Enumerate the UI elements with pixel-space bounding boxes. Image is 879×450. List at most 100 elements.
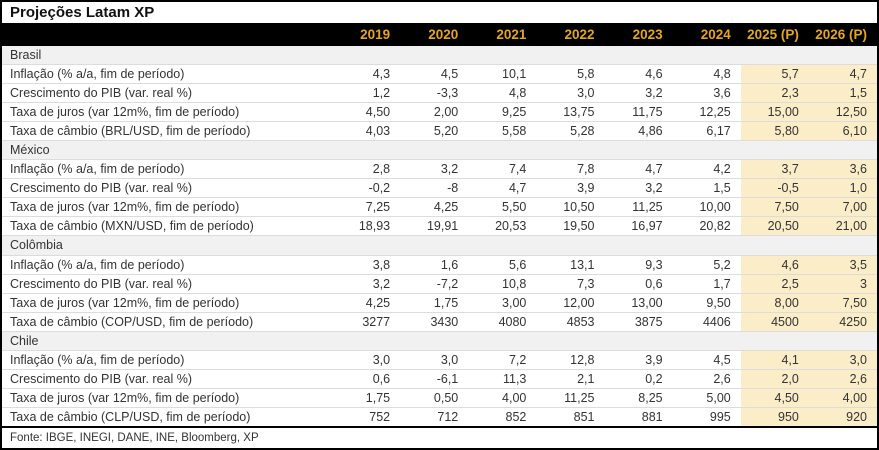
projection-value-cell: 3,5 — [808, 255, 877, 274]
table-row: Taxa de juros (var 12m%, fim de período)… — [2, 198, 877, 218]
country-row-spacer-cell — [468, 141, 536, 159]
country-label: Brasil — [10, 48, 42, 63]
value-cell: 4080 — [498, 314, 527, 329]
value-cell: 3,2 — [372, 276, 391, 291]
projection-value-cell: 2,6 — [808, 369, 877, 388]
row-label: Inflação (% a/a, fim de período) — [10, 352, 185, 367]
country-row-spacer-cell — [468, 236, 536, 254]
value-cell: 10,8 — [502, 276, 527, 291]
value-cell: 1,5 — [713, 181, 731, 196]
projection-value-cell: 3,7 — [740, 160, 809, 179]
country-row-spacer-cell — [809, 332, 877, 350]
country-label: Colômbia — [10, 238, 63, 253]
value-cell: 3,6 — [713, 86, 731, 101]
row-label: Crescimento do PIB (var. real %) — [10, 371, 193, 386]
row-label: Taxa de câmbio (COP/USD, fim de período) — [10, 314, 254, 329]
value-cell: 10,50 — [563, 200, 595, 215]
year-column-header: 2024 — [700, 27, 731, 42]
value-cell: 5,20 — [433, 124, 459, 139]
country-row-spacer-cell — [809, 236, 877, 254]
country-row-spacer-cell — [536, 141, 604, 159]
country-row-spacer-cell — [673, 236, 741, 254]
projection-value-cell: 20,50 — [740, 217, 809, 236]
row-label: Taxa de juros (var 12m%, fim de período) — [10, 105, 240, 120]
projection-value-cell: 950 — [740, 407, 809, 426]
value-cell: 13,75 — [563, 105, 595, 120]
table-row: Inflação (% a/a, fim de período) 2,8 3,2 7,… — [2, 160, 877, 180]
value-cell: 10,1 — [502, 67, 527, 82]
table-row: Crescimento do PIB (var. real %) 1,2 -3,3 4… — [2, 84, 877, 104]
projection-value-cell: 4,7 — [808, 65, 877, 84]
year-column-header: 2021 — [496, 27, 527, 42]
value-cell: 7,2 — [508, 352, 527, 367]
country-row-spacer-cell — [741, 236, 809, 254]
value-cell: 3,0 — [372, 352, 391, 367]
table-row: Inflação (% a/a, fim de período) 3,0 3,0 7,… — [2, 350, 877, 370]
value-cell: 3,00 — [502, 295, 527, 310]
value-cell: 11,25 — [632, 200, 663, 215]
projection-value-cell: 2,0 — [740, 369, 809, 388]
country-label: Chile — [10, 333, 39, 348]
country-row-spacer-cell — [332, 332, 400, 350]
row-label: Crescimento do PIB (var. real %) — [10, 181, 193, 196]
country-row: México — [2, 141, 877, 161]
value-cell: 7,4 — [508, 162, 527, 177]
projection-value-cell: 5,7 — [740, 65, 809, 84]
value-cell: 9,25 — [502, 105, 527, 120]
value-cell: 3,2 — [645, 86, 663, 101]
country-row-spacer-cell — [809, 46, 877, 64]
country-row-spacer-cell — [741, 332, 809, 350]
country-row: Colômbia — [2, 236, 877, 256]
value-cell: 3,8 — [372, 257, 391, 272]
value-cell: 752 — [369, 409, 391, 424]
value-cell: 6,17 — [706, 124, 731, 139]
value-cell: -8 — [447, 181, 459, 196]
row-label: Crescimento do PIB (var. real %) — [10, 86, 193, 101]
value-cell: -7,2 — [436, 276, 459, 291]
row-label: Inflação (% a/a, fim de período) — [10, 257, 185, 272]
value-cell: 18,93 — [358, 219, 391, 234]
source-note: Fonte: IBGE, INEGI, DANE, INE, Bloomberg… — [2, 426, 877, 448]
value-cell: 7,3 — [577, 276, 595, 291]
country-row-spacer-cell — [468, 332, 536, 350]
value-cell: 5,00 — [706, 390, 731, 405]
row-label: Inflação (% a/a, fim de período) — [10, 67, 185, 82]
page-title: Projeções Latam XP — [2, 2, 877, 23]
table-row: Taxa de câmbio (CLP/USD, fim de período)… — [2, 407, 877, 426]
value-cell: 1,7 — [713, 276, 731, 291]
projection-value-cell: 21,00 — [808, 217, 877, 236]
country-row-spacer-cell — [332, 46, 400, 64]
year-column-header: 2019 — [360, 27, 391, 42]
value-cell: 4,25 — [433, 200, 459, 215]
table-row: Taxa de câmbio (COP/USD, fim de período)… — [2, 312, 877, 332]
value-cell: 2,1 — [577, 371, 595, 386]
value-cell: 0,6 — [372, 371, 391, 386]
country-row: Chile — [2, 331, 877, 351]
value-cell: 1,75 — [433, 295, 459, 310]
country-row-spacer-cell — [741, 46, 809, 64]
value-cell: 4,2 — [713, 162, 731, 177]
country-row-spacer-cell — [605, 236, 673, 254]
country-label: México — [10, 143, 50, 158]
value-cell: 0,50 — [433, 390, 459, 405]
value-cell: 3,0 — [577, 86, 595, 101]
value-cell: 3,9 — [577, 181, 595, 196]
value-cell: 19,50 — [563, 219, 595, 234]
value-cell: 11,3 — [502, 371, 527, 386]
projection-value-cell: 6,10 — [808, 122, 877, 141]
projection-value-cell: 8,00 — [740, 293, 809, 312]
projection-value-cell: 2,5 — [740, 274, 809, 293]
value-cell: 12,00 — [563, 295, 595, 310]
table-row: Inflação (% a/a, fim de período) 3,8 1,6 5,… — [2, 255, 877, 275]
country-row: Brasil — [2, 46, 877, 66]
row-label: Taxa de câmbio (BRL/USD, fim de período) — [10, 124, 251, 139]
value-cell: 9,3 — [645, 257, 663, 272]
country-row-spacer-cell — [400, 332, 468, 350]
projection-value-cell: -0,5 — [740, 179, 809, 198]
value-cell: 10,00 — [699, 200, 731, 215]
value-cell: 4,5 — [713, 352, 731, 367]
value-cell: 13,1 — [570, 257, 595, 272]
year-column-header: 2020 — [428, 27, 459, 42]
value-cell: 4,03 — [365, 124, 391, 139]
value-cell: 8,25 — [638, 390, 663, 405]
